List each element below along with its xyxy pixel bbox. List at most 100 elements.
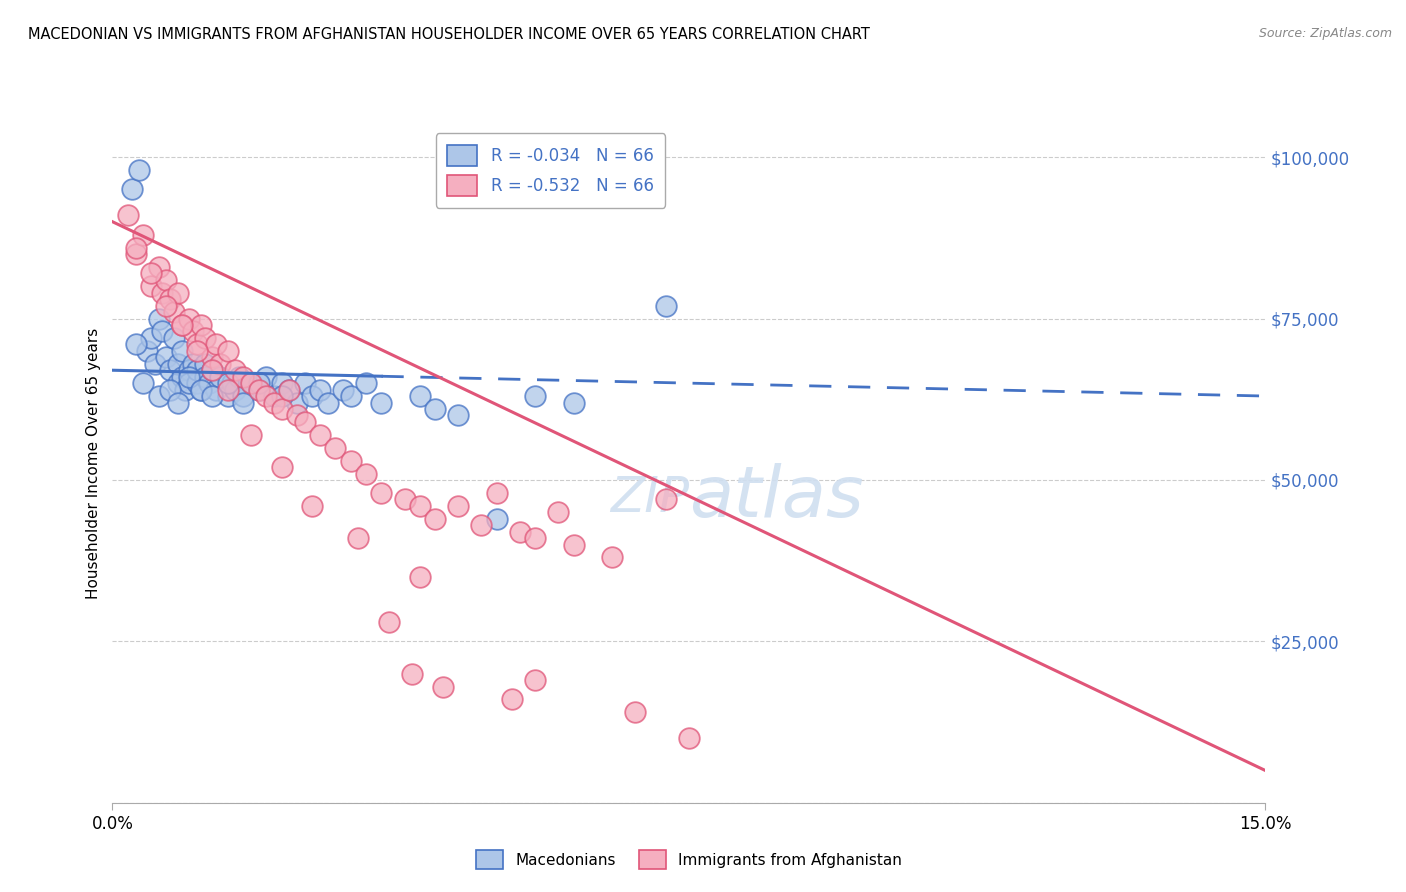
Point <box>285 409 308 423</box>
Point <box>155 273 177 287</box>
Point <box>170 318 193 332</box>
Point <box>432 680 454 694</box>
Point <box>166 376 188 391</box>
Text: Source: ZipAtlas.com: Source: ZipAtlas.com <box>1258 27 1392 40</box>
Text: ZIP: ZIP <box>610 474 689 522</box>
Point <box>155 351 177 365</box>
Point <box>179 376 201 391</box>
Point <box>285 395 308 409</box>
Text: MACEDONIAN VS IMMIGRANTS FROM AFGHANISTAN HOUSEHOLDER INCOME OVER 65 YEARS CORRE: MACEDONIAN VS IMMIGRANTS FROM AFGHANISTA… <box>28 27 870 42</box>
Point <box>159 383 181 397</box>
Point <box>678 731 700 746</box>
Point <box>132 227 155 242</box>
Point <box>128 163 150 178</box>
Point <box>309 427 332 442</box>
Point <box>655 299 678 313</box>
Point <box>600 550 623 565</box>
Point <box>247 376 270 391</box>
Point <box>301 499 323 513</box>
Point <box>624 706 647 720</box>
Point <box>205 383 228 397</box>
Text: atlas: atlas <box>689 463 863 533</box>
Point <box>170 318 193 332</box>
Point <box>339 389 361 403</box>
Point <box>239 376 262 391</box>
Point <box>254 369 277 384</box>
Point <box>201 363 224 377</box>
Point <box>655 492 678 507</box>
Point <box>378 615 401 629</box>
Point <box>179 311 201 326</box>
Point <box>155 299 177 313</box>
Point <box>232 395 254 409</box>
Point <box>148 311 170 326</box>
Point <box>163 305 186 319</box>
Point <box>524 673 547 687</box>
Point <box>201 351 224 365</box>
Point <box>179 369 201 384</box>
Point <box>159 363 181 377</box>
Point <box>166 357 188 371</box>
Point <box>186 376 208 391</box>
Point <box>447 499 470 513</box>
Point <box>332 383 354 397</box>
Point <box>524 531 547 545</box>
Point <box>509 524 531 539</box>
Point <box>270 401 292 416</box>
Point <box>425 512 447 526</box>
Point <box>232 369 254 384</box>
Point <box>201 389 224 403</box>
Point <box>370 395 392 409</box>
Point <box>347 531 370 545</box>
Point <box>194 331 217 345</box>
Point <box>547 505 569 519</box>
Point <box>447 409 470 423</box>
Point <box>263 395 285 409</box>
Point <box>247 383 270 397</box>
Point <box>152 325 174 339</box>
Point <box>316 395 339 409</box>
Point <box>224 363 246 377</box>
Point <box>209 369 232 384</box>
Point <box>409 499 432 513</box>
Point <box>339 453 361 467</box>
Point <box>485 486 508 500</box>
Point <box>270 376 292 391</box>
Point <box>370 486 392 500</box>
Y-axis label: Householder Income Over 65 years: Householder Income Over 65 years <box>86 328 101 599</box>
Point <box>209 357 232 371</box>
Point <box>294 376 316 391</box>
Point <box>270 389 292 403</box>
Point <box>401 666 423 681</box>
Point <box>501 692 523 706</box>
Point <box>217 383 239 397</box>
Point <box>117 208 139 222</box>
Point <box>163 331 186 345</box>
Point <box>409 570 432 584</box>
Point <box>562 395 585 409</box>
Point <box>562 537 585 551</box>
Point <box>409 389 432 403</box>
Point <box>485 512 508 526</box>
Point <box>425 401 447 416</box>
Point <box>217 389 239 403</box>
Point <box>270 460 292 475</box>
Point <box>170 343 193 358</box>
Point <box>152 285 174 300</box>
Point <box>247 383 270 397</box>
Point <box>139 331 162 345</box>
Point <box>121 182 143 196</box>
Point <box>190 383 212 397</box>
Point <box>470 518 492 533</box>
Point <box>197 376 219 391</box>
Point <box>190 383 212 397</box>
Point <box>205 337 228 351</box>
Point <box>524 389 547 403</box>
Point <box>354 467 377 481</box>
Point <box>148 389 170 403</box>
Point <box>232 389 254 403</box>
Point <box>394 492 416 507</box>
Point <box>139 266 162 280</box>
Point <box>217 343 239 358</box>
Point <box>136 343 159 358</box>
